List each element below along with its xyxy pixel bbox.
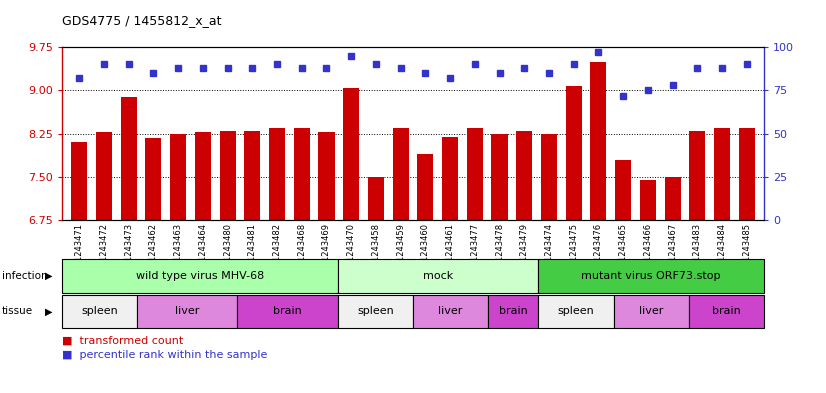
Bar <box>516 131 532 220</box>
Text: GDS4775 / 1455812_x_at: GDS4775 / 1455812_x_at <box>62 15 221 28</box>
Bar <box>170 134 186 220</box>
Text: ■  percentile rank within the sample: ■ percentile rank within the sample <box>62 350 268 360</box>
Bar <box>145 138 161 220</box>
Bar <box>62 259 338 293</box>
Bar <box>338 259 539 293</box>
Text: brain: brain <box>712 307 741 316</box>
Text: liver: liver <box>175 307 200 316</box>
Bar <box>96 132 112 220</box>
Bar <box>368 177 384 220</box>
Bar <box>541 134 557 220</box>
Bar <box>417 154 434 220</box>
Text: ▶: ▶ <box>45 307 52 316</box>
Text: liver: liver <box>439 307 463 316</box>
Bar <box>338 295 413 328</box>
Text: brain: brain <box>273 307 302 316</box>
Bar <box>665 177 681 220</box>
Bar <box>566 86 582 220</box>
Text: liver: liver <box>639 307 663 316</box>
Bar <box>244 131 260 220</box>
Bar <box>195 132 211 220</box>
Bar <box>714 128 730 220</box>
Bar <box>689 295 764 328</box>
Text: spleen: spleen <box>81 307 118 316</box>
Bar <box>614 295 689 328</box>
Text: tissue: tissue <box>2 307 33 316</box>
Bar <box>319 132 335 220</box>
Bar <box>238 295 338 328</box>
Bar <box>294 128 310 220</box>
Text: mock: mock <box>423 271 453 281</box>
Bar <box>392 128 409 220</box>
Text: wild type virus MHV-68: wild type virus MHV-68 <box>135 271 264 281</box>
Text: ▶: ▶ <box>45 271 52 281</box>
Text: brain: brain <box>499 307 528 316</box>
Bar <box>121 97 137 220</box>
Bar <box>442 137 458 220</box>
Bar <box>413 295 488 328</box>
Text: spleen: spleen <box>558 307 595 316</box>
Bar <box>491 134 507 220</box>
Bar <box>640 180 656 220</box>
Bar <box>220 131 235 220</box>
Bar <box>269 128 285 220</box>
Bar <box>71 142 88 220</box>
Bar <box>591 62 606 220</box>
Text: mutant virus ORF73.stop: mutant virus ORF73.stop <box>582 271 721 281</box>
Bar <box>137 295 238 328</box>
Bar <box>467 128 483 220</box>
Bar <box>343 88 359 220</box>
Bar <box>615 160 631 220</box>
Bar <box>738 128 755 220</box>
Text: spleen: spleen <box>357 307 394 316</box>
Text: infection: infection <box>2 271 47 281</box>
Text: ■  transformed count: ■ transformed count <box>62 336 183 346</box>
Bar <box>62 295 137 328</box>
Bar <box>539 259 764 293</box>
Bar <box>539 295 614 328</box>
Bar <box>689 131 705 220</box>
Bar <box>488 295 539 328</box>
